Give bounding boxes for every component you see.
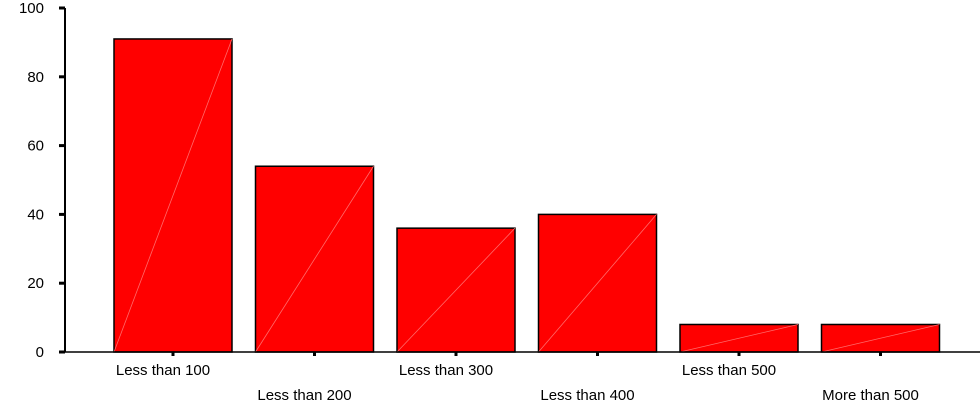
bar-diagonal: [396, 227, 516, 353]
y-tick-label: 40: [27, 206, 44, 223]
x-tick-label: Less than 300: [399, 362, 493, 379]
bar-diagonal: [679, 324, 799, 353]
bar: [254, 165, 375, 353]
x-tick-label: Less than 400: [540, 387, 634, 404]
x-axis: Less than 100 Less than 200 Less than 300 L…: [65, 351, 980, 404]
bar: [679, 323, 799, 353]
bar: [113, 38, 233, 353]
bar: [537, 213, 658, 353]
bar-diagonal: [255, 166, 374, 353]
y-tick-label: 20: [27, 275, 44, 292]
y-tick-label: 80: [27, 69, 44, 86]
y-tick-label: 0: [36, 344, 44, 361]
y-axis: 0 20 40 60 80 100: [19, 0, 66, 361]
x-tick-label: More than 500: [822, 387, 919, 404]
x-tick-label: Less than 200: [257, 387, 351, 404]
bar: [396, 227, 516, 353]
y-tick-label: 60: [27, 138, 44, 155]
bar-diagonal: [538, 214, 657, 353]
bar-diagonal: [113, 38, 233, 353]
bars: [113, 38, 941, 353]
x-tick-label: Less than 500: [682, 362, 776, 379]
bar: [820, 323, 941, 353]
bar-diagonal: [821, 324, 940, 353]
x-tick-label: Less than 100: [116, 362, 210, 379]
y-tick-label: 100: [19, 0, 44, 17]
